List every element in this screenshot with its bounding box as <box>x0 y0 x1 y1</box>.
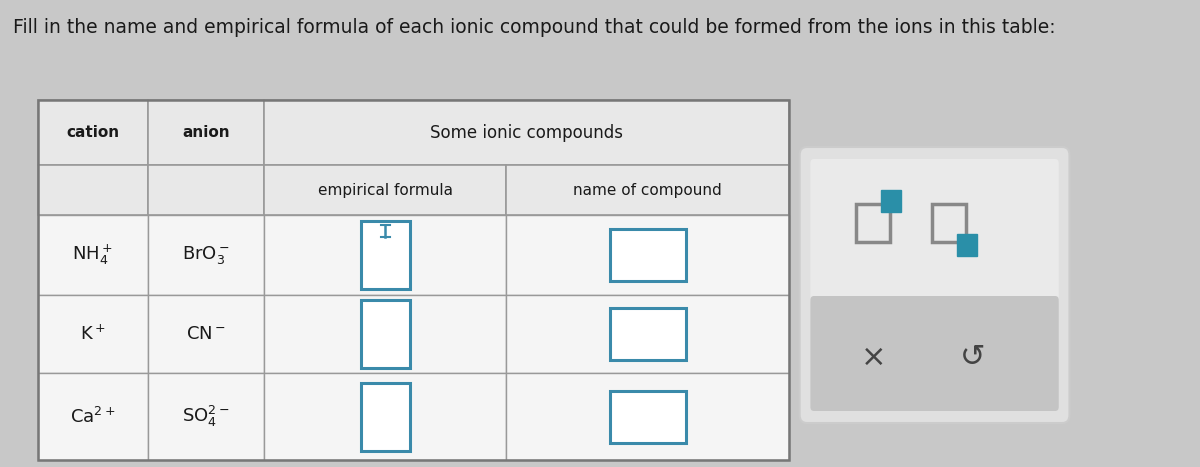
Bar <box>148 215 264 295</box>
Text: ×: × <box>862 343 887 372</box>
Text: empirical formula: empirical formula <box>318 183 452 198</box>
Text: ↺: ↺ <box>960 343 985 372</box>
Bar <box>264 215 506 295</box>
Bar <box>610 308 685 360</box>
Bar <box>264 165 506 215</box>
Bar <box>932 204 966 241</box>
Bar <box>37 295 148 373</box>
Bar <box>148 100 264 165</box>
Bar <box>610 390 685 443</box>
Bar <box>37 373 148 460</box>
Bar <box>148 373 264 460</box>
Bar <box>506 215 788 295</box>
Text: Some ionic compounds: Some ionic compounds <box>430 123 623 142</box>
FancyBboxPatch shape <box>799 147 1069 423</box>
Text: cation: cation <box>66 125 119 140</box>
Bar <box>37 100 148 165</box>
Bar <box>148 295 264 373</box>
Bar <box>506 295 788 373</box>
Bar <box>610 229 685 281</box>
Bar <box>148 165 264 215</box>
Text: anion: anion <box>182 125 230 140</box>
Bar <box>361 382 410 451</box>
Bar <box>361 221 410 289</box>
Bar <box>37 100 788 460</box>
FancyBboxPatch shape <box>810 296 1058 411</box>
Text: $\mathregular{NH_4^+}$: $\mathregular{NH_4^+}$ <box>72 243 113 267</box>
Text: $\mathregular{K^+}$: $\mathregular{K^+}$ <box>80 325 106 344</box>
Bar <box>37 215 148 295</box>
Bar <box>881 190 901 212</box>
Bar <box>856 204 890 241</box>
Text: $\mathregular{CN^-}$: $\mathregular{CN^-}$ <box>186 325 226 343</box>
Bar <box>506 165 788 215</box>
Text: name of compound: name of compound <box>574 183 722 198</box>
Text: $\mathregular{Ca^{2+}}$: $\mathregular{Ca^{2+}}$ <box>70 406 115 426</box>
Bar <box>361 300 410 368</box>
Bar <box>958 234 977 255</box>
Text: $\mathregular{BrO_3^-}$: $\mathregular{BrO_3^-}$ <box>182 244 230 266</box>
FancyBboxPatch shape <box>810 159 1058 304</box>
Bar <box>37 165 148 215</box>
Bar <box>264 295 506 373</box>
Text: $\mathregular{SO_4^{2-}}$: $\mathregular{SO_4^{2-}}$ <box>182 404 230 429</box>
Bar <box>264 100 788 165</box>
Bar <box>506 373 788 460</box>
Bar <box>264 373 506 460</box>
Text: Fill in the name and empirical formula of each ionic compound that could be form: Fill in the name and empirical formula o… <box>13 18 1056 37</box>
